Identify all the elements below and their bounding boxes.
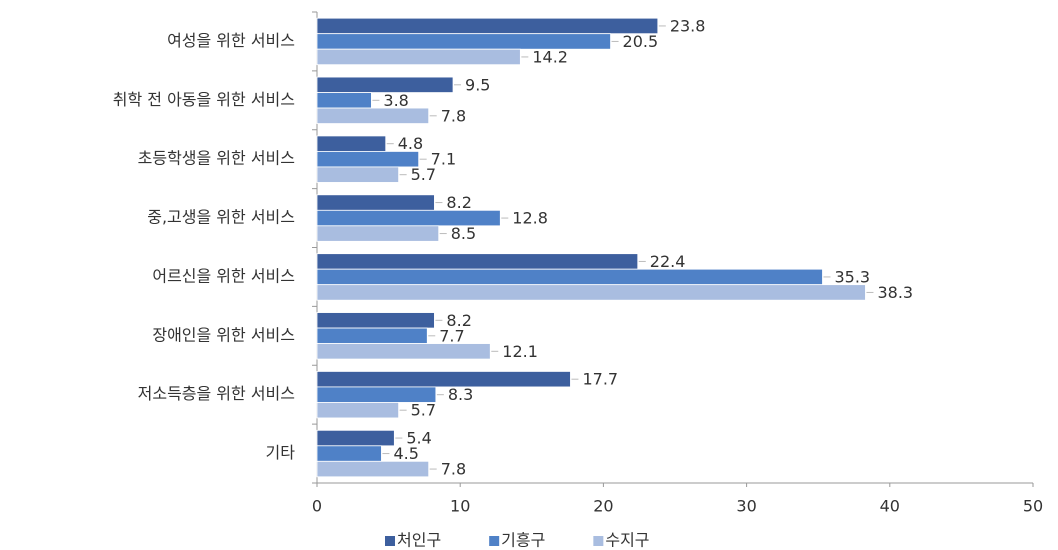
bar — [316, 429, 395, 447]
value-label: 8.2 — [446, 311, 471, 330]
legend-swatch — [593, 536, 604, 546]
value-label: 7.8 — [441, 106, 466, 125]
value-label: 17.7 — [582, 370, 618, 389]
value-label: 7.1 — [431, 150, 456, 169]
value-label: 8.5 — [451, 224, 476, 243]
bar — [316, 445, 382, 462]
y-tick-label: 중,고생을 위한 서비스 — [147, 208, 295, 227]
legend-swatch — [489, 536, 500, 546]
y-tick-label: 저소득층을 위한 서비스 — [138, 384, 295, 403]
bar — [316, 371, 571, 388]
bar — [316, 76, 454, 93]
y-tick-label: 장애인을 위한 서비스 — [152, 325, 295, 344]
x-tick-label: 40 — [880, 497, 900, 516]
y-tick-label: 어르신을 위한 서비스 — [152, 266, 295, 285]
bar — [316, 92, 372, 109]
bar — [316, 284, 866, 301]
legend-label: 수지구 — [605, 531, 649, 550]
bar — [316, 48, 521, 66]
bar — [316, 166, 400, 183]
bar — [316, 327, 428, 344]
value-label: 35.3 — [834, 267, 870, 286]
bar — [316, 107, 430, 124]
bar — [316, 135, 387, 152]
value-label: 20.5 — [623, 32, 659, 51]
bar — [316, 151, 420, 168]
value-label: 5.7 — [411, 401, 436, 420]
value-label: 5.4 — [406, 429, 431, 448]
bar — [316, 194, 435, 211]
value-label: 23.8 — [670, 16, 706, 35]
value-label: 12.8 — [512, 209, 548, 228]
bar — [316, 402, 400, 419]
legend-swatch — [385, 536, 395, 546]
bar — [316, 312, 435, 329]
bar — [316, 17, 659, 35]
y-tick-label: 초등학생을 위한 서비스 — [138, 149, 295, 168]
value-label: 7.8 — [441, 460, 466, 479]
legend-label: 처인구 — [397, 531, 441, 550]
value-label: 7.7 — [439, 326, 464, 345]
x-tick-label: 0 — [312, 497, 322, 516]
bar — [316, 343, 491, 360]
value-label: 8.2 — [446, 193, 471, 212]
value-label: 4.8 — [398, 134, 423, 153]
value-label: 5.7 — [411, 165, 436, 184]
bar — [316, 460, 430, 478]
bar — [316, 268, 823, 286]
bar — [316, 225, 440, 242]
bar — [316, 253, 639, 270]
value-label: 3.8 — [383, 91, 408, 110]
y-tick-label: 기타 — [266, 443, 296, 462]
value-label: 4.5 — [393, 444, 418, 463]
value-label: 9.5 — [465, 75, 490, 94]
x-tick-label: 30 — [736, 497, 756, 516]
y-tick-label: 여성을 위한 서비스 — [167, 31, 295, 50]
x-tick-label: 50 — [1023, 497, 1043, 516]
x-tick-label: 10 — [450, 497, 470, 516]
value-label: 14.2 — [532, 47, 568, 66]
y-tick-label: 취학 전 아동을 위한 서비스 — [113, 90, 295, 109]
value-label: 22.4 — [650, 252, 686, 271]
legend-label: 기흥구 — [501, 531, 545, 550]
x-tick-label: 20 — [593, 497, 613, 516]
value-label: 8.3 — [448, 385, 473, 404]
value-label: 38.3 — [877, 283, 913, 302]
value-label: 12.1 — [502, 342, 538, 361]
